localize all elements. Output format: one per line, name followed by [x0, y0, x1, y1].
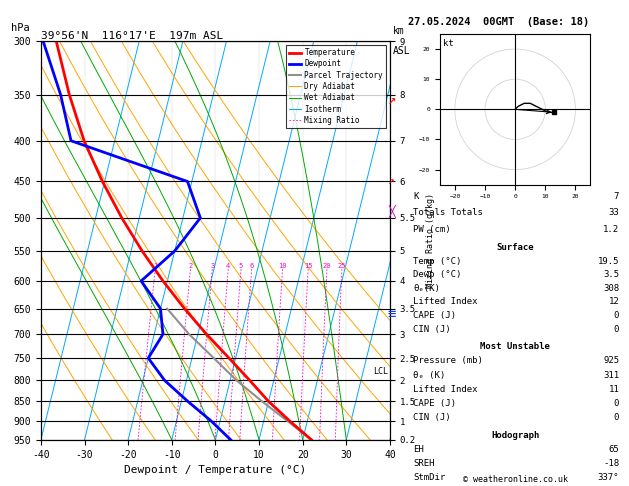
- Text: θₑ (K): θₑ (K): [413, 371, 445, 380]
- Text: 0: 0: [614, 325, 619, 333]
- Text: 19.5: 19.5: [598, 257, 619, 266]
- Text: SREH: SREH: [413, 459, 435, 469]
- Text: 65: 65: [608, 445, 619, 454]
- Text: CAPE (J): CAPE (J): [413, 399, 456, 408]
- Text: 5: 5: [239, 263, 243, 269]
- Text: Dewp (°C): Dewp (°C): [413, 270, 462, 279]
- Text: 33: 33: [608, 208, 619, 217]
- Text: 1: 1: [153, 263, 157, 269]
- Text: Surface: Surface: [496, 243, 534, 252]
- Text: ≡: ≡: [387, 307, 396, 321]
- Text: 39°56'N  116°17'E  197m ASL: 39°56'N 116°17'E 197m ASL: [41, 31, 223, 40]
- Text: StmDir: StmDir: [413, 473, 445, 483]
- Text: km: km: [393, 26, 405, 36]
- Text: ╳: ╳: [389, 205, 395, 217]
- X-axis label: Dewpoint / Temperature (°C): Dewpoint / Temperature (°C): [125, 465, 306, 475]
- Text: 3.5: 3.5: [603, 270, 619, 279]
- Text: 25: 25: [338, 263, 346, 269]
- Text: Lifted Index: Lifted Index: [413, 385, 478, 394]
- Text: CAPE (J): CAPE (J): [413, 311, 456, 320]
- Text: 308: 308: [603, 284, 619, 293]
- Text: LCL: LCL: [373, 367, 388, 376]
- Text: 7: 7: [614, 192, 619, 201]
- Text: 11: 11: [608, 385, 619, 394]
- Text: 27.05.2024  00GMT  (Base: 18): 27.05.2024 00GMT (Base: 18): [408, 17, 589, 27]
- Text: 4: 4: [226, 263, 230, 269]
- Text: Mixing Ratio (g/kg): Mixing Ratio (g/kg): [426, 193, 435, 288]
- Text: PW (cm): PW (cm): [413, 225, 451, 234]
- Text: ↗: ↗: [387, 92, 396, 106]
- Text: K: K: [413, 192, 419, 201]
- Text: Hodograph: Hodograph: [491, 431, 539, 440]
- Text: 1.2: 1.2: [603, 225, 619, 234]
- Text: -18: -18: [603, 459, 619, 469]
- Text: 20: 20: [323, 263, 331, 269]
- Text: ASL: ASL: [393, 46, 411, 56]
- Text: Temp (°C): Temp (°C): [413, 257, 462, 266]
- Text: © weatheronline.co.uk: © weatheronline.co.uk: [463, 474, 567, 484]
- Text: CIN (J): CIN (J): [413, 413, 451, 422]
- Text: 337°: 337°: [598, 473, 619, 483]
- Text: 0: 0: [614, 399, 619, 408]
- Text: Pressure (mb): Pressure (mb): [413, 356, 483, 365]
- Text: 0: 0: [614, 311, 619, 320]
- Text: 10: 10: [278, 263, 287, 269]
- Text: kt: kt: [443, 38, 454, 48]
- Text: EH: EH: [413, 445, 424, 454]
- Text: 0: 0: [614, 413, 619, 422]
- Text: Lifted Index: Lifted Index: [413, 297, 478, 307]
- Text: ↗: ↗: [389, 176, 395, 187]
- Text: hPa: hPa: [11, 23, 30, 34]
- Text: 6: 6: [250, 263, 253, 269]
- Text: θₑ(K): θₑ(K): [413, 284, 440, 293]
- Text: 3: 3: [210, 263, 214, 269]
- Text: Totals Totals: Totals Totals: [413, 208, 483, 217]
- Text: Most Unstable: Most Unstable: [480, 342, 550, 351]
- Text: 2: 2: [188, 263, 192, 269]
- Text: 311: 311: [603, 371, 619, 380]
- Legend: Temperature, Dewpoint, Parcel Trajectory, Dry Adiabat, Wet Adiabat, Isotherm, Mi: Temperature, Dewpoint, Parcel Trajectory…: [286, 45, 386, 128]
- Text: 925: 925: [603, 356, 619, 365]
- Text: 15: 15: [304, 263, 313, 269]
- Text: 12: 12: [608, 297, 619, 307]
- Text: CIN (J): CIN (J): [413, 325, 451, 333]
